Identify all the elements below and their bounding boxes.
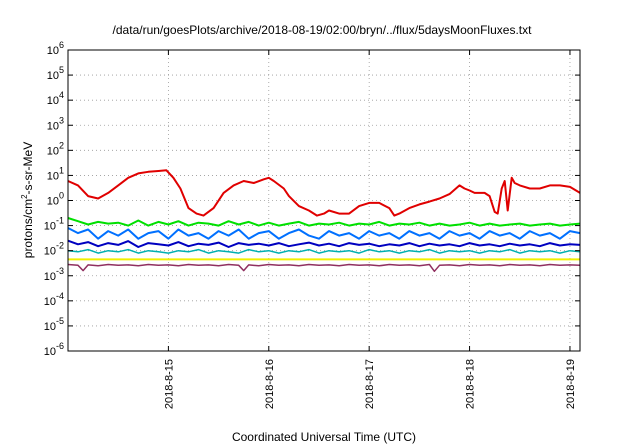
series-line-4 xyxy=(67,239,581,248)
gridlines xyxy=(68,50,580,351)
x-tick-label: 2018-8-16 xyxy=(264,359,276,409)
y-tick-label: 10-3 xyxy=(44,266,64,283)
x-axis: 2018-8-15 2018-8-16 2018-8-17 2018-8-18 2018… xyxy=(163,50,577,409)
y-tick-label: 106 xyxy=(47,40,64,57)
y-tick-label: 105 xyxy=(47,65,64,82)
y-tick-label: 102 xyxy=(47,140,64,157)
y-tick-label: 10-1 xyxy=(44,216,64,233)
series-lines xyxy=(67,169,581,273)
x-tick-label: 2018-8-15 xyxy=(163,359,175,409)
x-tick-label: 2018-8-17 xyxy=(364,359,376,409)
x-tick-label: 2018-8-19 xyxy=(565,359,577,409)
y-tick-label: 10-4 xyxy=(44,291,64,308)
y-tick-label: 101 xyxy=(47,165,64,182)
y-axis-label: protons/cm2-s-sr-MeV xyxy=(20,142,35,258)
x-tick-label: 2018-8-18 xyxy=(465,359,477,409)
series-line-3 xyxy=(67,227,581,240)
series-line-7 xyxy=(67,263,581,273)
chart-title: /data/run/goesPlots/archive/2018-08-19/0… xyxy=(113,23,533,37)
series-line-2 xyxy=(67,217,581,227)
y-tick-label: 10-5 xyxy=(44,316,64,333)
y-axis: 10-6 10-5 10-4 10-3 10-2 10-1 100 101 102 103 104 1… xyxy=(44,40,580,358)
y-tick-label: 10-2 xyxy=(44,241,64,258)
y-tick-label: 100 xyxy=(47,191,64,208)
y-tick-label: 103 xyxy=(47,115,64,132)
series-line-5 xyxy=(67,248,581,254)
series-line-1 xyxy=(67,169,581,217)
y-tick-label: 104 xyxy=(47,90,64,107)
x-axis-label: Coordinated Universal Time (UTC) xyxy=(232,430,416,444)
y-tick-label: 10-6 xyxy=(44,341,64,358)
